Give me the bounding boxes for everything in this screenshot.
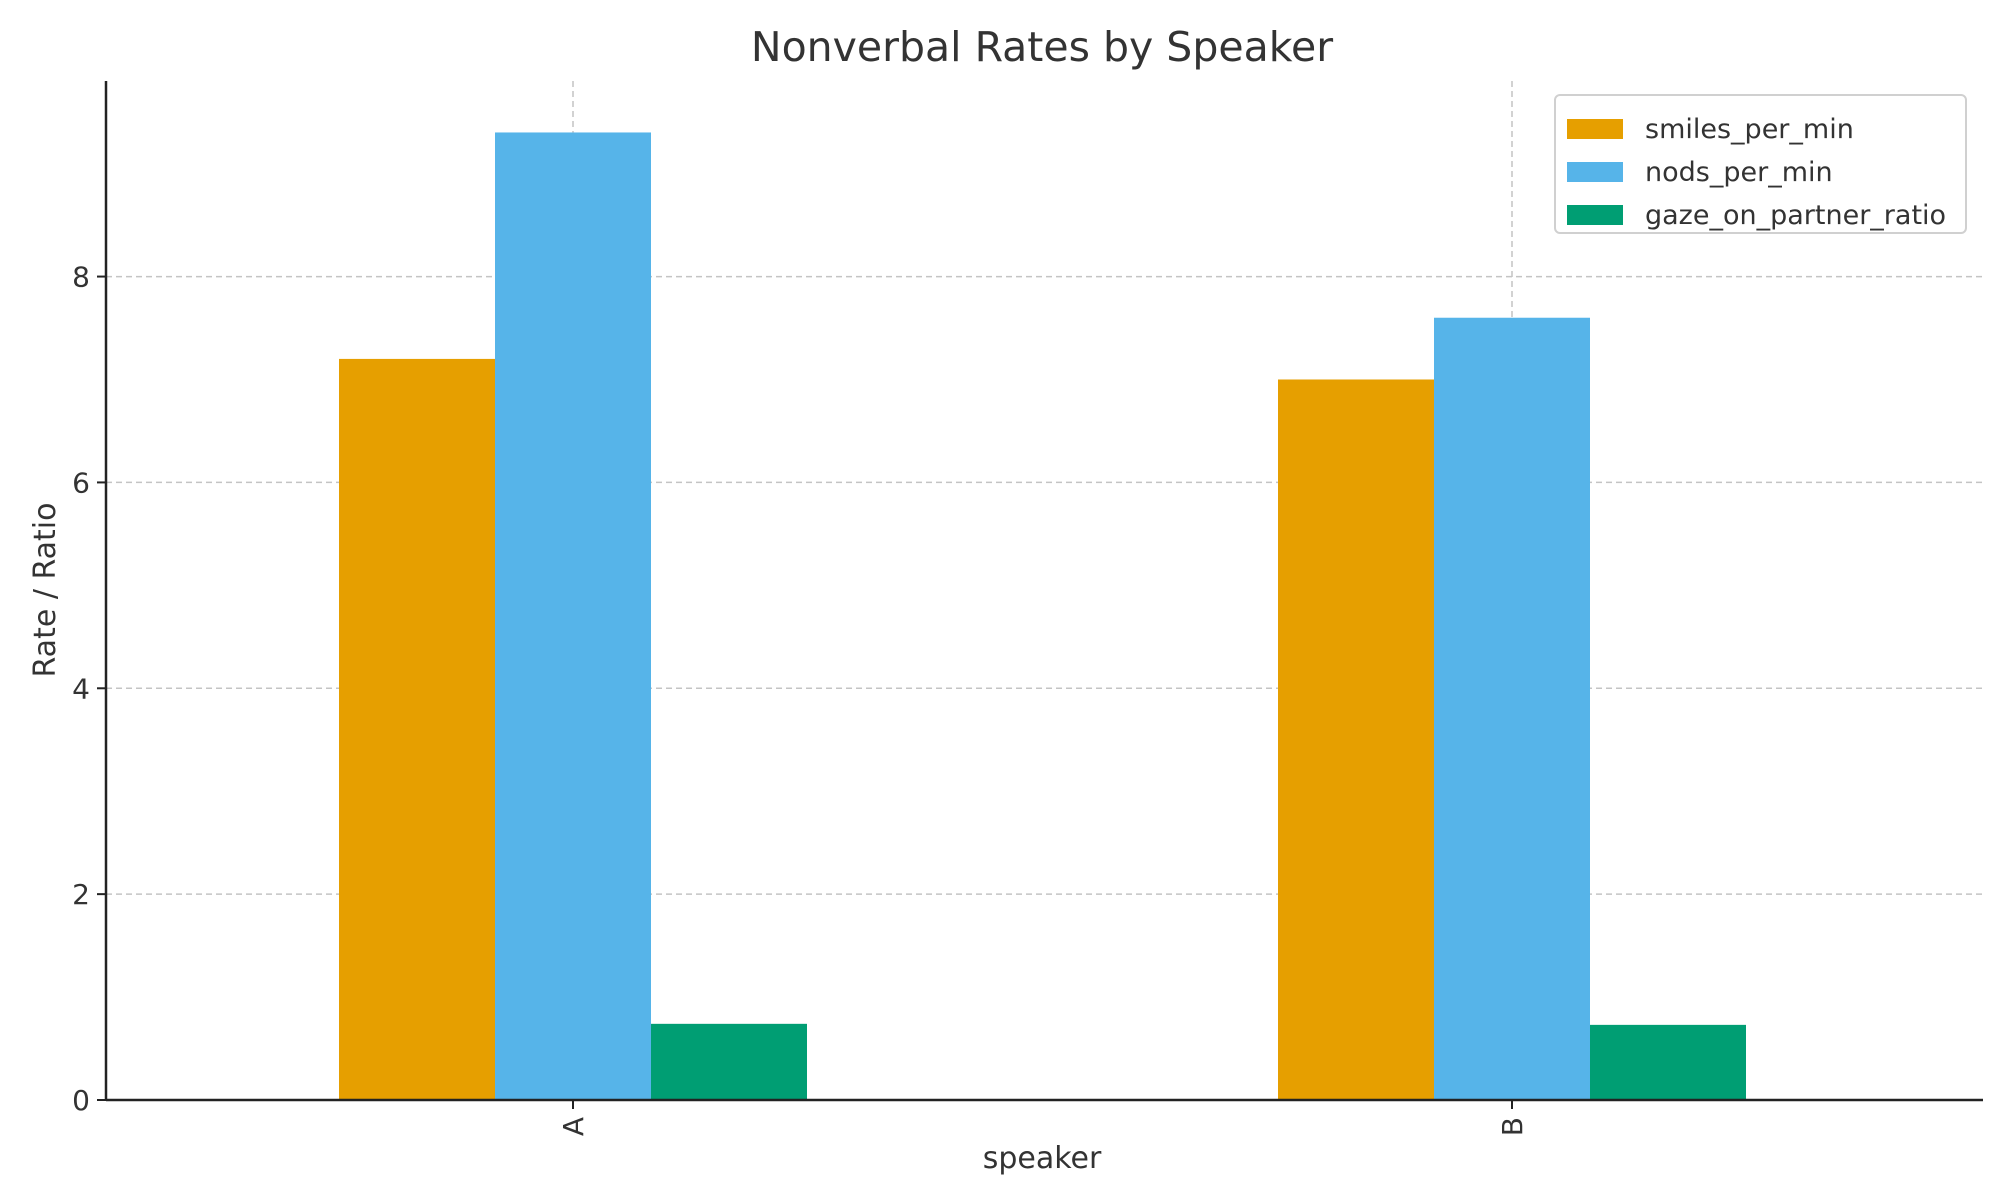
- legend-box: [1554, 94, 1967, 234]
- legend-label-gaze_on_partner_ratio: gaze_on_partner_ratio: [1645, 200, 1946, 231]
- y-tick-label: 0: [72, 1084, 90, 1117]
- tick-labels: 0 2 4 6 8 A B: [72, 261, 1529, 1137]
- legend-swatch-gaze_on_partner_ratio: [1567, 205, 1623, 225]
- bars: [339, 132, 1746, 1101]
- legend[interactable]: smiles_per_min nods_per_min gaze_on_partne…: [1554, 94, 1967, 234]
- axes: [97, 81, 1983, 1109]
- chart-title: Nonverbal Rates by Speaker: [751, 23, 1333, 71]
- bar-nods_per_min-B[interactable]: [1434, 317, 1590, 1100]
- x-tick-label: A: [557, 1117, 590, 1136]
- y-tick-label: 4: [72, 672, 90, 705]
- x-tick-label: B: [1496, 1117, 1529, 1136]
- bar-gaze_on_partner_ratio-A[interactable]: [651, 1023, 807, 1100]
- bar-smiles_per_min-A[interactable]: [339, 358, 495, 1101]
- y-tick-label: 6: [72, 466, 90, 499]
- legend-label-smiles_per_min: smiles_per_min: [1645, 114, 1854, 145]
- bar-smiles_per_min-B[interactable]: [1278, 379, 1434, 1100]
- legend-swatch-nods_per_min: [1567, 162, 1623, 182]
- bar-nods_per_min-A[interactable]: [495, 132, 651, 1100]
- bar-gaze_on_partner_ratio-B[interactable]: [1590, 1024, 1746, 1100]
- y-axis-label: Rate / Ratio: [28, 503, 63, 678]
- x-axis-label: speaker: [983, 1141, 1102, 1176]
- legend-label-nods_per_min: nods_per_min: [1645, 157, 1833, 188]
- y-tick-label: 8: [72, 261, 90, 294]
- y-tick-label: 2: [72, 878, 90, 911]
- legend-swatch-smiles_per_min: [1567, 119, 1623, 139]
